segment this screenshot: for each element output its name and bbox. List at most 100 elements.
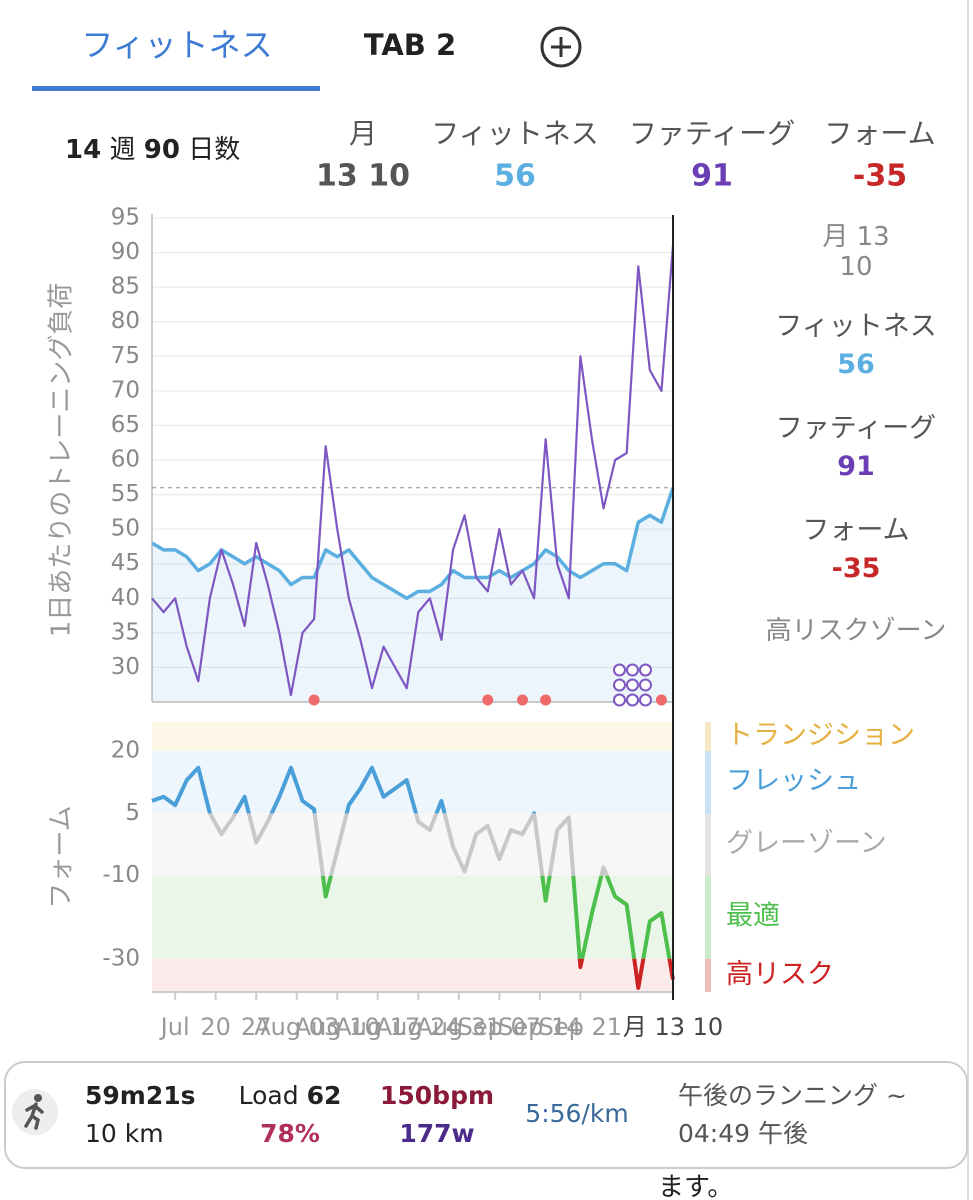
y-tick-label: 85 [111,274,140,300]
header-value: 13 10 [316,159,410,194]
y-tick-label: 5 [125,800,140,826]
x-tick-label: Sep 14 [498,1013,581,1041]
zone [152,722,673,752]
header-label: 月 [349,117,377,150]
x-tick-label: Sep 07 [458,1013,541,1041]
zone-label: 高リスク [726,959,834,990]
header-value: -35 [853,159,907,194]
y-tick-label: 65 [111,412,140,438]
x-tick-label: Aug 24 [376,1013,461,1041]
y-tick-label: -10 [102,862,140,888]
side-zone: 高リスクゾーン [765,616,947,646]
workout-marker [625,693,639,707]
header-label: フィットネス [431,117,598,150]
workout-marker [638,678,652,692]
workout-marker [638,663,652,677]
side-value: 56 [837,349,875,380]
zone [152,813,673,876]
side-label: ファティーグ [775,413,937,444]
header-label: フォーム [824,117,935,150]
workout-marker [625,663,639,677]
x-tick-label: 月 13 10 [623,1013,723,1041]
workout-marker [612,678,626,692]
risk-marker [308,694,320,706]
zone-bar [705,751,711,814]
y-tick-label: 40 [111,585,140,611]
tab[interactable]: フィットネス [81,26,272,64]
y-tick-label: 60 [111,447,140,473]
risk-marker [655,694,667,706]
risk-marker [516,694,528,706]
y-tick-label: 70 [111,377,140,403]
zone-bar [705,875,711,959]
header-label: ファティーグ [629,117,795,150]
form-line [320,875,672,959]
y-tick-label: -30 [102,945,140,971]
duration: 59m21s [85,1081,196,1110]
x-tick-label: Aug 17 [335,1013,420,1041]
workout-marker [612,663,626,677]
power: 177w [399,1119,474,1148]
activity-time: 04:49 午後 [678,1119,808,1148]
y-tick-label: 55 [111,481,140,507]
zone-label: 最適 [726,901,780,932]
pace: 5:56/km [525,1099,628,1128]
y-tick-label: 95 [111,205,140,231]
heart-rate: 150bpm [380,1081,494,1110]
risk-marker [482,694,494,706]
y-tick-label: 90 [111,239,140,265]
x-tick-label: Sep 21 [539,1013,622,1041]
add-tab[interactable] [540,26,582,68]
tab-indicator [32,86,320,91]
x-tick-label: Jul [159,1013,190,1041]
summary: 14 週 90 日数 [65,135,240,165]
risk-marker [540,694,552,706]
side-value: 91 [837,451,875,482]
y-tick-label: 80 [111,308,140,334]
y-axis-title: フォーム [47,805,77,908]
x-tick-label: Aug 03 [254,1013,339,1041]
y-axis-title: 1日あたりのトレーニング負荷 [47,283,77,638]
y-tick-label: 75 [111,343,140,369]
zone-bar [705,813,711,876]
workout-marker [638,693,652,707]
run-icon [12,1089,58,1135]
x-tick-label: 20 [200,1013,231,1041]
side-value: -35 [831,553,881,584]
x-tick-label: Aug 31 [416,1013,501,1041]
y-tick-label: 30 [111,654,140,680]
form-line [151,765,537,814]
distance: 10 km [85,1119,164,1148]
y-tick-label: 50 [111,516,140,542]
side-label: フォーム [802,515,910,546]
activity-card[interactable] [4,1061,968,1169]
load-percent: 78% [260,1119,320,1148]
tab[interactable]: TAB 2 [364,28,456,62]
series-line [151,487,675,601]
footer-text: ます。 [658,1173,733,1200]
x-tick-label: 27 [241,1013,272,1041]
zone [152,875,673,959]
series-line [151,245,675,697]
zone-label: フレッシュ [726,766,861,797]
zone-bar [705,958,711,992]
side-date: 月 13 10 [822,222,890,282]
workout-marker [625,678,639,692]
header-value: 56 [494,159,536,194]
workout-marker [612,693,626,707]
charts: 30 35 40 45 50 55 60 65 70 75 80 85 90 95 1日あたりのトレーニング… [47,205,916,1042]
zone-label: トランジション [726,720,915,751]
y-tick-label: 45 [111,550,140,576]
load: Load 62 [239,1081,342,1110]
side-panel: 月 13 10 フィットネス 56 ファティーグ 91 フォーム -35 高リス… [740,222,972,647]
activity-title: 午後のランニング ~ [678,1081,907,1110]
header-value: 91 [691,159,733,194]
zone-label: グレーゾーン [726,828,887,859]
zone [152,958,673,992]
x-tick-label: Aug 10 [295,1013,380,1041]
y-tick-label: 20 [111,738,140,764]
side-label: フィットネス [775,311,937,342]
y-tick-label: 35 [111,619,140,645]
